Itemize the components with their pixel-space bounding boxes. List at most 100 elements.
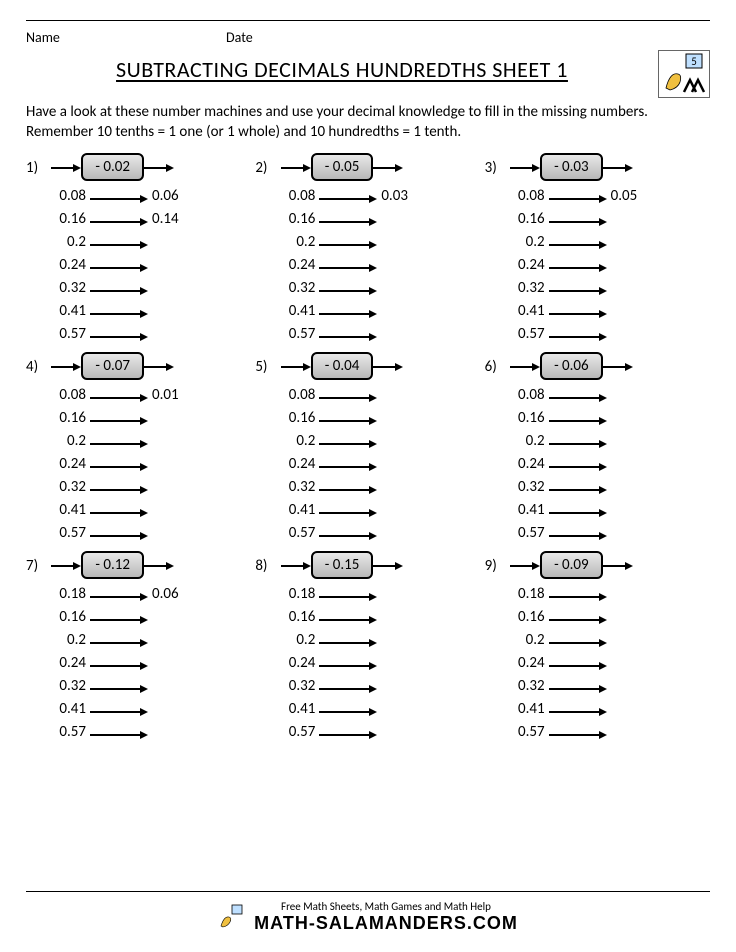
input-value: 0.57	[267, 325, 315, 343]
input-value: 0.16	[497, 409, 545, 427]
input-value: 0.16	[497, 608, 545, 626]
input-value: 0.2	[497, 432, 545, 450]
output-value: 0.01	[152, 386, 200, 404]
arrow-icon	[90, 390, 148, 400]
input-value: 0.32	[497, 677, 545, 695]
data-row: 0.16	[267, 606, 480, 629]
arrow-out-icon	[144, 360, 174, 372]
data-row: 0.41	[267, 698, 480, 721]
data-row: 0.2	[497, 430, 710, 453]
arrow-icon	[549, 658, 607, 668]
arrow-icon	[549, 390, 607, 400]
data-row: 0.2	[38, 629, 251, 652]
data-row: 0.24	[38, 453, 251, 476]
arrow-icon	[90, 329, 148, 339]
arrow-icon	[319, 704, 377, 714]
arrow-out-icon	[603, 360, 633, 372]
input-value: 0.18	[38, 585, 86, 603]
arrow-icon	[90, 306, 148, 316]
arrow-icon	[319, 658, 377, 668]
data-row: 0.57	[497, 721, 710, 744]
problem: 6) - 0.06 0.08 0.16 0.2	[485, 352, 710, 545]
input-value: 0.57	[497, 325, 545, 343]
data-row: 0.24	[38, 254, 251, 277]
data-row: 0.32	[267, 675, 480, 698]
input-value: 0.32	[497, 279, 545, 297]
arrow-icon	[549, 704, 607, 714]
name-label: Name	[26, 29, 226, 46]
data-row: 0.41	[38, 698, 251, 721]
data-row: 0.16	[267, 208, 480, 231]
data-row: 0.16	[497, 407, 710, 430]
arrow-icon	[549, 635, 607, 645]
footer-logo-icon	[218, 904, 246, 930]
input-value: 0.32	[497, 478, 545, 496]
arrow-icon	[90, 727, 148, 737]
output-value: 0.06	[152, 585, 200, 603]
arrow-out-icon	[603, 559, 633, 571]
footer-brand: MATH-SALAMANDERS.COM	[254, 913, 518, 934]
arrow-in-icon	[510, 161, 540, 173]
arrow-icon	[549, 459, 607, 469]
arrow-icon	[319, 589, 377, 599]
input-value: 0.41	[38, 501, 86, 519]
machine-box: - 0.06	[540, 352, 603, 380]
data-row: 0.2	[267, 231, 480, 254]
data-row: 0.32	[38, 277, 251, 300]
arrow-icon	[90, 260, 148, 270]
data-row: 0.57	[267, 721, 480, 744]
input-value: 0.32	[267, 279, 315, 297]
arrow-icon	[319, 681, 377, 691]
input-value: 0.57	[38, 524, 86, 542]
data-row: 0.32	[497, 277, 710, 300]
problem-number: 4)	[26, 352, 48, 376]
arrow-in-icon	[51, 559, 81, 571]
arrow-icon	[319, 237, 377, 247]
arrow-in-icon	[51, 161, 81, 173]
page-title: SUBTRACTING DECIMALS HUNDREDTHS SHEET 1	[26, 50, 658, 83]
data-row: 0.24	[497, 652, 710, 675]
data-row: 0.41	[267, 499, 480, 522]
arrow-icon	[319, 306, 377, 316]
input-value: 0.24	[267, 256, 315, 274]
input-value: 0.57	[38, 723, 86, 741]
machine-box: - 0.05	[311, 153, 374, 181]
arrow-icon	[319, 191, 377, 201]
machine-box: - 0.09	[540, 551, 603, 579]
problem-number: 9)	[485, 551, 507, 575]
title-row: SUBTRACTING DECIMALS HUNDREDTHS SHEET 1 …	[26, 50, 710, 98]
arrow-icon	[319, 283, 377, 293]
data-row: 0.57	[38, 522, 251, 545]
arrow-in-icon	[510, 360, 540, 372]
data-row: 0.08	[497, 384, 710, 407]
input-value: 0.24	[497, 256, 545, 274]
input-value: 0.57	[267, 723, 315, 741]
arrow-icon	[319, 329, 377, 339]
input-value: 0.2	[267, 233, 315, 251]
arrow-icon	[549, 306, 607, 316]
arrow-icon	[90, 283, 148, 293]
input-value: 0.41	[497, 501, 545, 519]
data-row: 0.24	[267, 453, 480, 476]
problem: 2) - 0.05 0.08 0.03 0.16 0.2	[255, 153, 480, 346]
input-value: 0.32	[38, 677, 86, 695]
arrow-in-icon	[51, 360, 81, 372]
data-row: 0.32	[267, 277, 480, 300]
arrow-icon	[549, 191, 607, 201]
data-row: 0.18	[497, 583, 710, 606]
data-row: 0.57	[267, 522, 480, 545]
input-value: 0.08	[38, 386, 86, 404]
arrow-icon	[90, 237, 148, 247]
input-value: 0.32	[267, 677, 315, 695]
arrow-icon	[549, 727, 607, 737]
arrow-icon	[319, 635, 377, 645]
input-value: 0.08	[497, 386, 545, 404]
input-value: 0.16	[267, 409, 315, 427]
input-value: 0.24	[38, 654, 86, 672]
input-value: 0.08	[497, 187, 545, 205]
input-value: 0.2	[38, 233, 86, 251]
input-value: 0.2	[38, 432, 86, 450]
data-row: 0.16	[38, 606, 251, 629]
data-row: 0.32	[267, 476, 480, 499]
data-row: 0.2	[38, 430, 251, 453]
